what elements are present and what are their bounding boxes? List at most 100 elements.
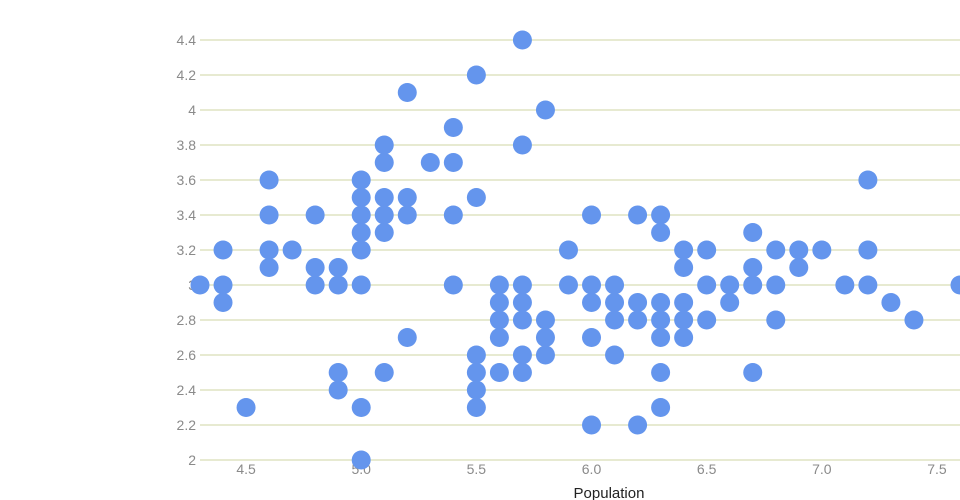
scatter-point [674,293,694,312]
scatter-point [628,310,648,330]
scatter-point [605,310,625,330]
scatter-point [789,258,809,277]
scatter-point [328,275,348,295]
x-tick-label: 5.5 [467,461,487,477]
y-tick-label: 4.2 [177,67,197,83]
scatter-point [397,83,417,102]
scatter-point [420,153,440,172]
scatter-point [443,118,463,137]
scatter-point [651,310,671,330]
scatter-point [512,293,532,312]
y-tick-label: 3.2 [177,242,197,258]
scatter-point [904,310,924,330]
scatter-point [328,363,348,382]
x-tick-label: 6.0 [582,461,602,477]
scatter-point [535,328,555,347]
x-tick-label: 7.5 [927,461,947,477]
scatter-point [835,275,855,295]
scatter-point [605,293,625,312]
y-tick-label: 4.4 [177,32,197,48]
scatter-point [512,275,532,295]
scatter-point [743,258,763,277]
x-axis-ticks: 4.55.05.56.06.57.07.5 [236,461,947,477]
scatter-point [697,275,717,295]
scatter-point [374,188,394,207]
y-tick-label: 2 [188,452,196,468]
scatter-point [674,258,694,277]
scatter-point [628,415,648,435]
scatter-point [535,345,555,365]
scatter-point [351,450,371,470]
scatter-point [351,275,371,295]
y-tick-label: 2.4 [177,382,197,398]
scatter-point [466,345,486,365]
scatter-point [190,275,210,295]
x-tick-label: 6.5 [697,461,717,477]
scatter-point [512,310,532,330]
scatter-point [305,275,325,295]
scatter-point [766,310,786,330]
x-tick-label: 7.0 [812,461,832,477]
scatter-point [674,310,694,330]
scatter-point [328,380,348,400]
scatter-point [466,188,486,207]
scatter-point [259,258,279,277]
scatter-point [697,310,717,330]
y-tick-label: 4 [188,102,196,118]
scatter-point [489,328,509,347]
scatter-point [374,223,394,242]
scatter-point [489,363,509,382]
scatter-point [674,240,694,260]
data-points [190,30,960,470]
scatter-point [789,240,809,260]
y-tick-label: 2.6 [177,347,197,363]
y-axis-ticks: 22.22.42.62.833.23.43.63.844.24.4 [177,32,197,468]
scatter-point [305,205,325,225]
scatter-point [213,293,233,312]
scatter-point [651,363,671,382]
scatter-point [466,380,486,400]
scatter-point [766,240,786,260]
scatter-point [512,363,532,382]
scatter-point [512,345,532,365]
scatter-point [374,153,394,172]
scatter-point [812,240,832,260]
scatter-point [397,188,417,207]
scatter-point [351,188,371,207]
scatter-point [466,363,486,382]
scatter-point [651,328,671,347]
scatter-point [582,415,602,435]
scatter-point [651,223,671,242]
scatter-point [582,328,602,347]
scatter-point [351,170,371,190]
scatter-point [489,293,509,312]
scatter-point [720,275,740,295]
x-axis-title: Population [574,485,645,500]
scatter-point [351,223,371,242]
scatter-point [351,398,371,417]
scatter-point [535,100,555,120]
scatter-point [651,398,671,417]
scatter-point [674,328,694,347]
scatter-point [651,293,671,312]
y-tick-label: 3.4 [177,207,197,223]
scatter-point [259,205,279,225]
scatter-point [351,205,371,225]
scatter-point [397,328,417,347]
scatter-point [766,275,786,295]
scatter-point [858,240,878,260]
scatter-point [743,275,763,295]
scatter-point [582,205,602,225]
scatter-point [443,275,463,295]
scatter-point [512,135,532,155]
scatter-point [466,65,486,85]
scatter-point [558,240,578,260]
scatter-point [305,258,325,277]
grid-layer [200,39,960,461]
scatter-point [213,240,233,260]
y-tick-label: 2.2 [177,417,197,433]
scatter-point [351,240,371,260]
scatter-point [374,205,394,225]
